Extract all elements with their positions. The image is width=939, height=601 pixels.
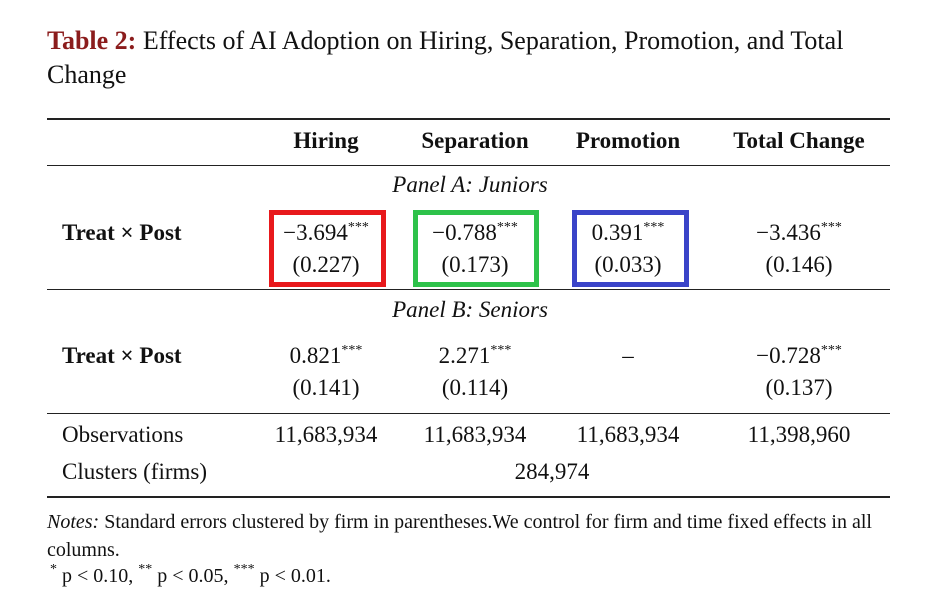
stars: *** [347,220,369,235]
column-header: Hiring [293,128,359,153]
standard-error: (0.146) [765,252,833,277]
stars: *** [233,562,255,577]
estimate: −0.728*** [756,343,842,369]
coefficient: 0.821 [289,343,342,368]
estimate: 0.391*** [592,220,665,246]
observations: 11,398,960 [747,422,851,447]
observations: 11,683,934 [576,422,680,447]
notes: Notes: Standard errors clustered by firm… [47,508,897,564]
observations: 11,683,934 [274,422,378,447]
rule [47,289,890,290]
row-label: Clusters (firms) [62,459,208,484]
standard-error: (0.114) [441,375,509,400]
observations: 11,683,934 [423,422,527,447]
title: Table 2: Effects of AI Adoption on Hirin… [47,24,907,92]
stars: * [50,562,57,577]
row-label: Observations [62,422,184,447]
estimate: −3.436*** [756,220,842,246]
coefficient: 2.271 [438,343,491,368]
stars: *** [820,343,842,358]
stars: *** [643,220,665,235]
estimate: −0.788*** [432,220,518,246]
stars: ** [138,562,153,577]
estimate: −3.694*** [283,220,369,246]
standard-error: (0.033) [594,252,662,277]
notes-label: Notes: [47,511,100,533]
column-header: Separation [421,128,529,153]
rule [47,165,890,166]
standard-error: (0.227) [292,252,360,277]
column-header: Total Change [733,128,865,153]
standard-error: (0.173) [441,252,509,277]
threshold: p < 0.05, [157,565,229,587]
threshold: p < 0.01. [259,565,331,587]
bottom-rule [47,496,890,498]
coefficient: 0.391 [591,220,644,245]
coefficient: −3.436 [756,220,821,245]
threshold: p < 0.10, [62,565,134,587]
panel-title: Panel B: Seniors [392,297,548,322]
stars: *** [820,220,842,235]
stars: *** [490,343,512,358]
coefficient: −0.788 [432,220,497,245]
estimate: – [622,343,634,369]
standard-error: (0.141) [292,375,360,400]
coefficient: −0.728 [756,343,821,368]
highlight-box [413,210,539,287]
row-label: Treat × Post [62,343,182,368]
coefficient: −3.694 [283,220,348,245]
standard-error: (0.137) [765,375,833,400]
stars: *** [341,343,363,358]
row-label: Treat × Post [62,220,182,245]
column-header: Promotion [575,128,681,153]
coefficient: – [622,343,634,368]
clusters: 284,974 [514,459,590,484]
stars: *** [496,220,518,235]
top-rule [47,118,890,120]
notes-text: Standard errors clustered by firm in par… [47,511,872,561]
highlight-box [572,210,689,287]
estimate: 2.271*** [439,343,512,369]
rule [47,413,890,414]
panel-title: Panel A: Juniors [392,172,548,197]
estimate: 0.821*** [290,343,363,369]
title-label: Table 2: [47,26,137,55]
highlight-box [269,210,386,287]
significance-note: * p < 0.10, ** p < 0.05, *** p < 0.01. [50,562,331,588]
title-text: Effects of AI Adoption on Hiring, Separa… [47,26,844,89]
